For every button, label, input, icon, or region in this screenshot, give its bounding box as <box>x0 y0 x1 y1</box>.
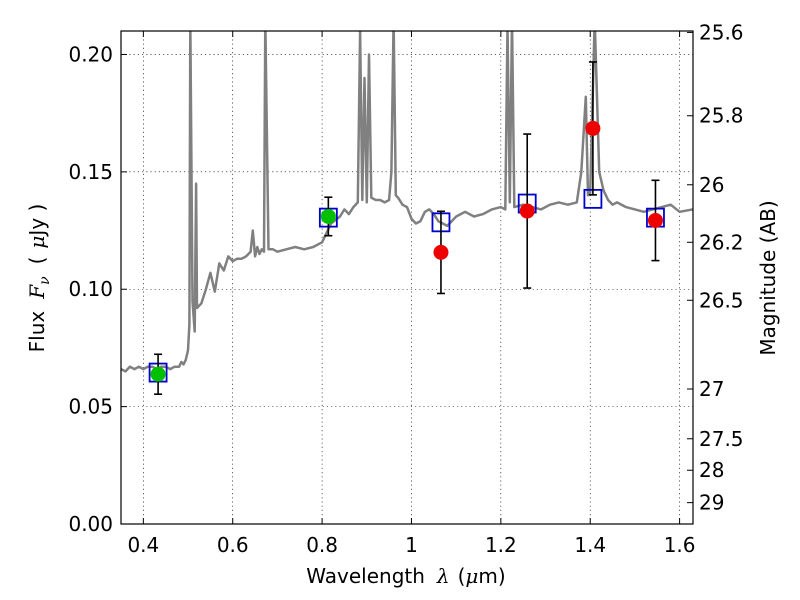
x-tick-label: 0.8 <box>306 533 338 557</box>
y2-tick-label: 26.2 <box>699 230 744 254</box>
x-tick-label: 1.2 <box>485 533 517 557</box>
photometry-point <box>433 244 449 260</box>
y2-tick-label: 29 <box>699 491 724 515</box>
plot-frame <box>120 30 694 525</box>
axes-frame <box>120 30 694 525</box>
y-tick-label: 0.10 <box>68 277 113 301</box>
y2-axis-title: Magnitude (AB) <box>756 200 780 355</box>
photometry-point <box>647 212 663 228</box>
y-tick-label: 0.05 <box>68 395 113 419</box>
x-tick-label: 0.6 <box>217 533 249 557</box>
y2-tick-label: 27.5 <box>699 427 744 451</box>
grid <box>121 31 693 525</box>
y-axis-title: FluxFν(μJy ) <box>25 204 53 353</box>
y2-tick-label: 25.6 <box>699 20 744 44</box>
photometry-point <box>519 203 535 219</box>
y2-tick-label: 26.5 <box>699 288 744 312</box>
y-tick-label: 0.20 <box>68 42 113 66</box>
photometry-point <box>320 208 336 224</box>
photometry-point <box>150 366 166 382</box>
x-tick-label: 1.4 <box>574 533 606 557</box>
x-tick-label: 0.4 <box>127 533 159 557</box>
plot-area <box>121 31 693 395</box>
y2-tick-label: 28 <box>699 458 724 482</box>
y2-tick-label: 27 <box>699 377 724 401</box>
y2-tick-label: 26 <box>699 173 724 197</box>
y-tick-label: 0.15 <box>68 160 113 184</box>
x-tick-label: 1.6 <box>664 533 696 557</box>
model-spectrum-line <box>121 31 693 373</box>
photometry-point <box>585 120 601 136</box>
x-tick-label: 1 <box>405 533 418 557</box>
axis-ticks: 0.4 0.6 0.8 1 1.2 1.4 1.6 0.00 0.05 0.10 0.15 0.20 2… <box>68 20 743 557</box>
y-tick-label: 0.00 <box>68 512 113 536</box>
x-axis-title: Wavelength λ (μm) <box>306 564 505 588</box>
y2-tick-label: 25.8 <box>699 104 744 128</box>
